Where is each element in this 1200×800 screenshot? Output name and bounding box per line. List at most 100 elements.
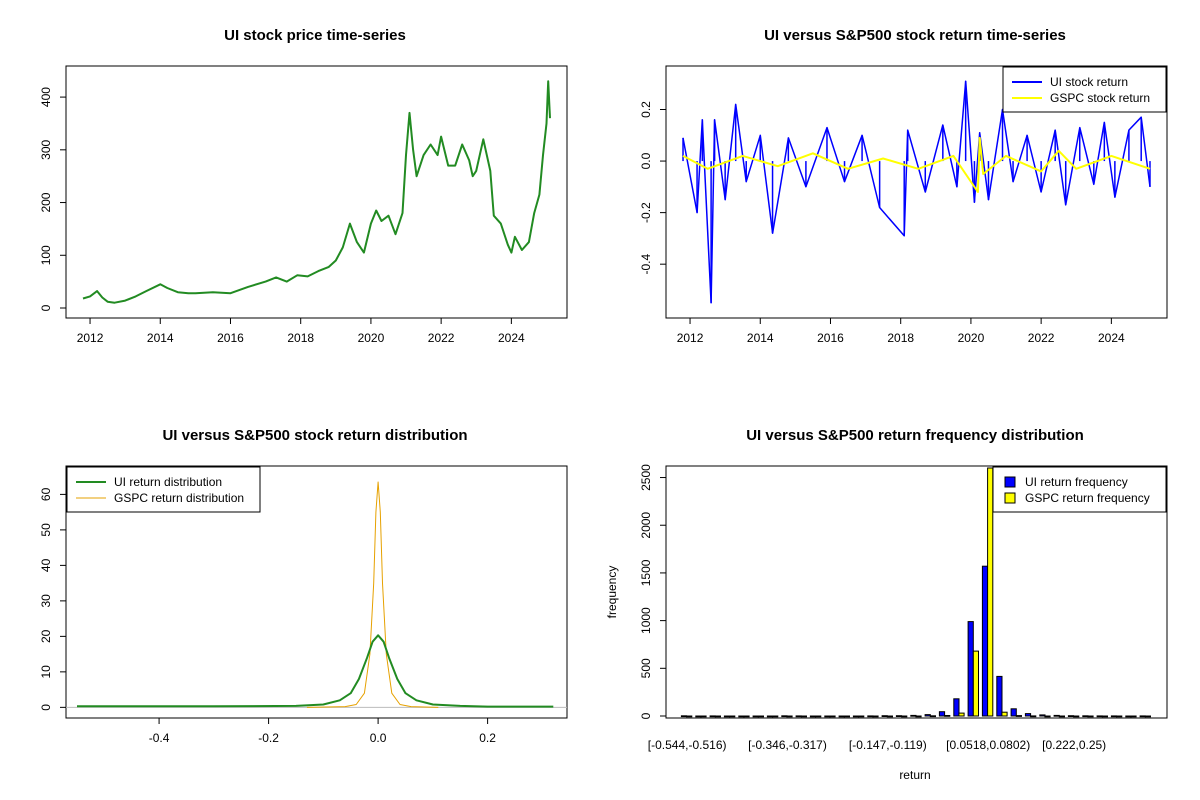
gspc-hist-bar [686, 715, 693, 718]
return-histogram-panel: UI versus S&P500 return frequency distri… [605, 427, 1168, 782]
legend: UI return frequency GSPC return frequenc… [992, 466, 1167, 513]
gspc-hist-bar [886, 715, 893, 718]
gspc-hist-bar [1087, 715, 1094, 718]
y-tick-label: 200 [39, 192, 53, 212]
y-tick-label: 60 [39, 487, 53, 501]
return-density-panel: UI versus S&P500 stock return distributi… [39, 427, 568, 745]
y-tick-label: 0 [39, 304, 53, 311]
x-tick-label: [0.222,0.25) [1042, 738, 1106, 752]
y-tick-label: 10 [39, 665, 53, 679]
legend: UI return distribution GSPC return distr… [66, 466, 261, 513]
gspc-hist-bar [1001, 711, 1008, 717]
y-axis: -0.4 -0.2 0.0 0.2 [639, 101, 666, 275]
gspc-hist-bar [958, 712, 965, 717]
x-axis: [-0.544,-0.516) [-0.346,-0.317) [-0.147,-0… [648, 738, 1106, 752]
legend-label-gspc: GSPC stock return [1050, 91, 1150, 105]
x-tick-label: 0.2 [479, 731, 496, 745]
ui-hist-bar [996, 675, 1003, 717]
y-tick-label: 1500 [639, 559, 653, 586]
x-axis: -0.4 -0.2 0.0 0.2 [149, 718, 496, 745]
ui-hist-bar [795, 715, 802, 718]
y-tick-label: 0 [39, 704, 53, 711]
y-tick-label: 100 [39, 245, 53, 265]
y-tick-label: 50 [39, 523, 53, 537]
legend-label-ui: UI stock return [1050, 75, 1128, 89]
ui-hist-bar [1082, 715, 1089, 718]
gspc-hist-bar [1101, 715, 1109, 718]
ui-hist-bar [1139, 715, 1146, 718]
plot-frame [65, 65, 568, 319]
gspc-hist-bar [858, 715, 865, 718]
ui-hist-bar [781, 715, 788, 718]
gspc-hist-bar [1030, 715, 1037, 718]
gspc-hist-bar [772, 715, 779, 718]
gspc-hist-bar [800, 715, 807, 718]
y-tick-label: 2500 [639, 464, 653, 491]
legend-box [1002, 66, 1167, 113]
plot-frame [665, 65, 1168, 319]
legend-swatch-ui [1004, 476, 1016, 488]
y-tick-label: 0 [639, 712, 653, 719]
x-axis: 2012 2014 2016 2018 2020 2022 2024 [677, 318, 1125, 345]
gspc-hist-bar [972, 650, 979, 717]
plot-area [682, 80, 1151, 304]
x-tick-label: 2014 [147, 331, 174, 345]
legend-label-gspc: GSPC return distribution [114, 491, 244, 505]
y-axis: 0 100 200 300 400 [39, 87, 66, 311]
ui-hist-bar [1010, 708, 1017, 717]
legend-box [992, 466, 1167, 513]
y-axis-label: frequency [605, 566, 619, 619]
gspc-hist-bar [987, 467, 994, 717]
gspc-hist-bar [1015, 715, 1022, 717]
gspc-hist-bar [901, 715, 908, 718]
gspc-hist-bar [829, 715, 836, 718]
x-tick-label: [-0.147,-0.119) [849, 738, 927, 752]
ui-hist-bar [1096, 715, 1103, 718]
ui-hist-bar [680, 715, 688, 718]
ui-hist-bar [809, 715, 817, 718]
x-tick-label: 2018 [887, 331, 914, 345]
ui-hist-bar [895, 715, 903, 718]
ui-price-panel: UI stock price time-series 2012 2014 2016 2… [39, 27, 568, 345]
x-tick-label: 2020 [958, 331, 985, 345]
x-tick-label: 0.0 [370, 731, 387, 745]
ui-hist-bar [738, 715, 745, 718]
x-tick-label: 2014 [747, 331, 774, 345]
y-tick-label: 20 [39, 629, 53, 643]
panel-title: UI versus S&P500 stock return distributi… [162, 427, 467, 444]
ui-hist-bar [723, 715, 731, 718]
ui-hist-bar [867, 715, 874, 718]
legend-label-ui: UI return frequency [1025, 475, 1128, 489]
gspc-hist-bar [915, 715, 922, 718]
ui-hist-bar [953, 698, 960, 717]
x-tick-label: [-0.346,-0.317) [748, 738, 827, 752]
gspc-hist-bar [757, 715, 764, 718]
x-tick-label: 2024 [498, 331, 525, 345]
y-tick-label: -0.2 [639, 202, 653, 223]
x-tick-label: 2016 [817, 331, 844, 345]
ui-hist-bar [1067, 715, 1075, 718]
plot-area [82, 80, 551, 304]
ui-hist-bar [924, 714, 931, 717]
gspc-hist-bar [743, 715, 750, 718]
gspc-hist-bar [1044, 715, 1051, 718]
gspc-hist-bar [1130, 715, 1137, 718]
x-tick-label: 2012 [677, 331, 704, 345]
gspc-hist-bar [1073, 715, 1080, 718]
x-tick-label: 2024 [1098, 331, 1125, 345]
x-axis: 2012 2014 2016 2018 2020 2022 2024 [77, 318, 525, 345]
plot-frame [665, 465, 1168, 719]
y-tick-label: 300 [39, 139, 53, 159]
plot-area [66, 481, 567, 708]
ui-hist-bar [1125, 715, 1132, 718]
ui-hist-bar [910, 714, 917, 717]
x-tick-label: 2020 [358, 331, 385, 345]
ui-hist-bar [967, 621, 974, 717]
ui-hist-bar [695, 715, 702, 718]
gspc-hist-bar [815, 715, 822, 718]
x-tick-label: -0.4 [149, 731, 170, 745]
ui-hist-bar [824, 715, 831, 718]
ui-hist-bar [981, 565, 989, 717]
